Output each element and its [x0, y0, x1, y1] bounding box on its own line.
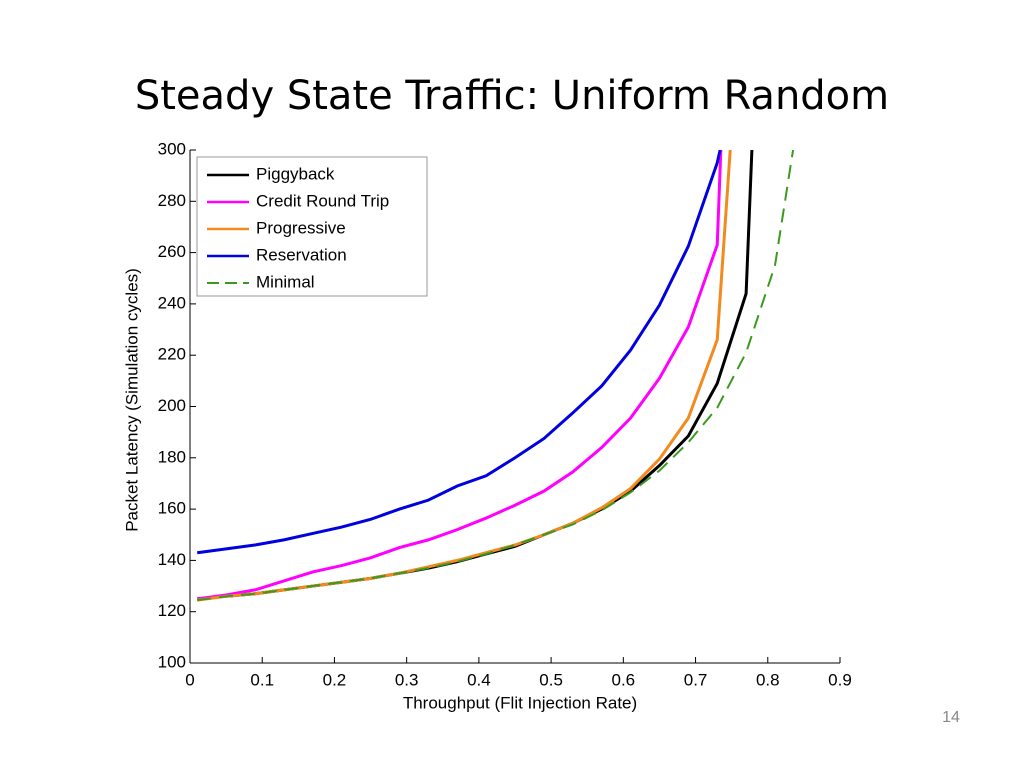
page-number: 14 [942, 709, 960, 726]
y-tick-label: 300 [158, 139, 186, 158]
legend-label: Progressive [256, 218, 346, 237]
y-tick-label: 240 [158, 293, 186, 312]
legend-label: Minimal [256, 272, 315, 291]
legend-label: Reservation [256, 245, 347, 264]
x-tick-label: 0.3 [395, 670, 419, 689]
legend-label: Credit Round Trip [256, 191, 389, 210]
x-tick-label: 0 [185, 670, 194, 689]
y-axis-label: Packet Latency (Simulation cycles) [122, 268, 141, 532]
y-tick-label: 100 [158, 652, 186, 671]
x-tick-label: 0.8 [756, 670, 780, 689]
x-axis-label: Throughput (Flit Injection Rate) [403, 693, 637, 712]
x-tick-label: 0.9 [828, 670, 852, 689]
legend-box [196, 156, 428, 297]
slide-title: Steady State Traffic: Uniform Random [135, 73, 889, 119]
series-line [197, 150, 722, 555]
x-tick-label: 0.4 [467, 670, 491, 689]
y-tick-label: 280 [158, 191, 186, 210]
series-line [197, 150, 795, 602]
y-tick-label: 260 [158, 242, 186, 261]
x-tick-label: 0.5 [539, 670, 563, 689]
plot-area [197, 150, 795, 602]
y-tick-label: 220 [158, 345, 186, 364]
y-tick-label: 140 [158, 550, 186, 569]
y-tick-label: 180 [158, 447, 186, 466]
series-line [197, 150, 723, 601]
x-tick-label: 0.6 [612, 670, 636, 689]
x-tick-label: 0.7 [684, 670, 708, 689]
y-tick-label: 200 [158, 396, 186, 415]
y-tick-label: 160 [158, 499, 186, 518]
y-tick-label: 120 [158, 601, 186, 620]
x-tick-label: 0.1 [250, 670, 274, 689]
x-tick-label: 0.2 [323, 670, 347, 689]
legend-label: Piggyback [256, 164, 335, 183]
